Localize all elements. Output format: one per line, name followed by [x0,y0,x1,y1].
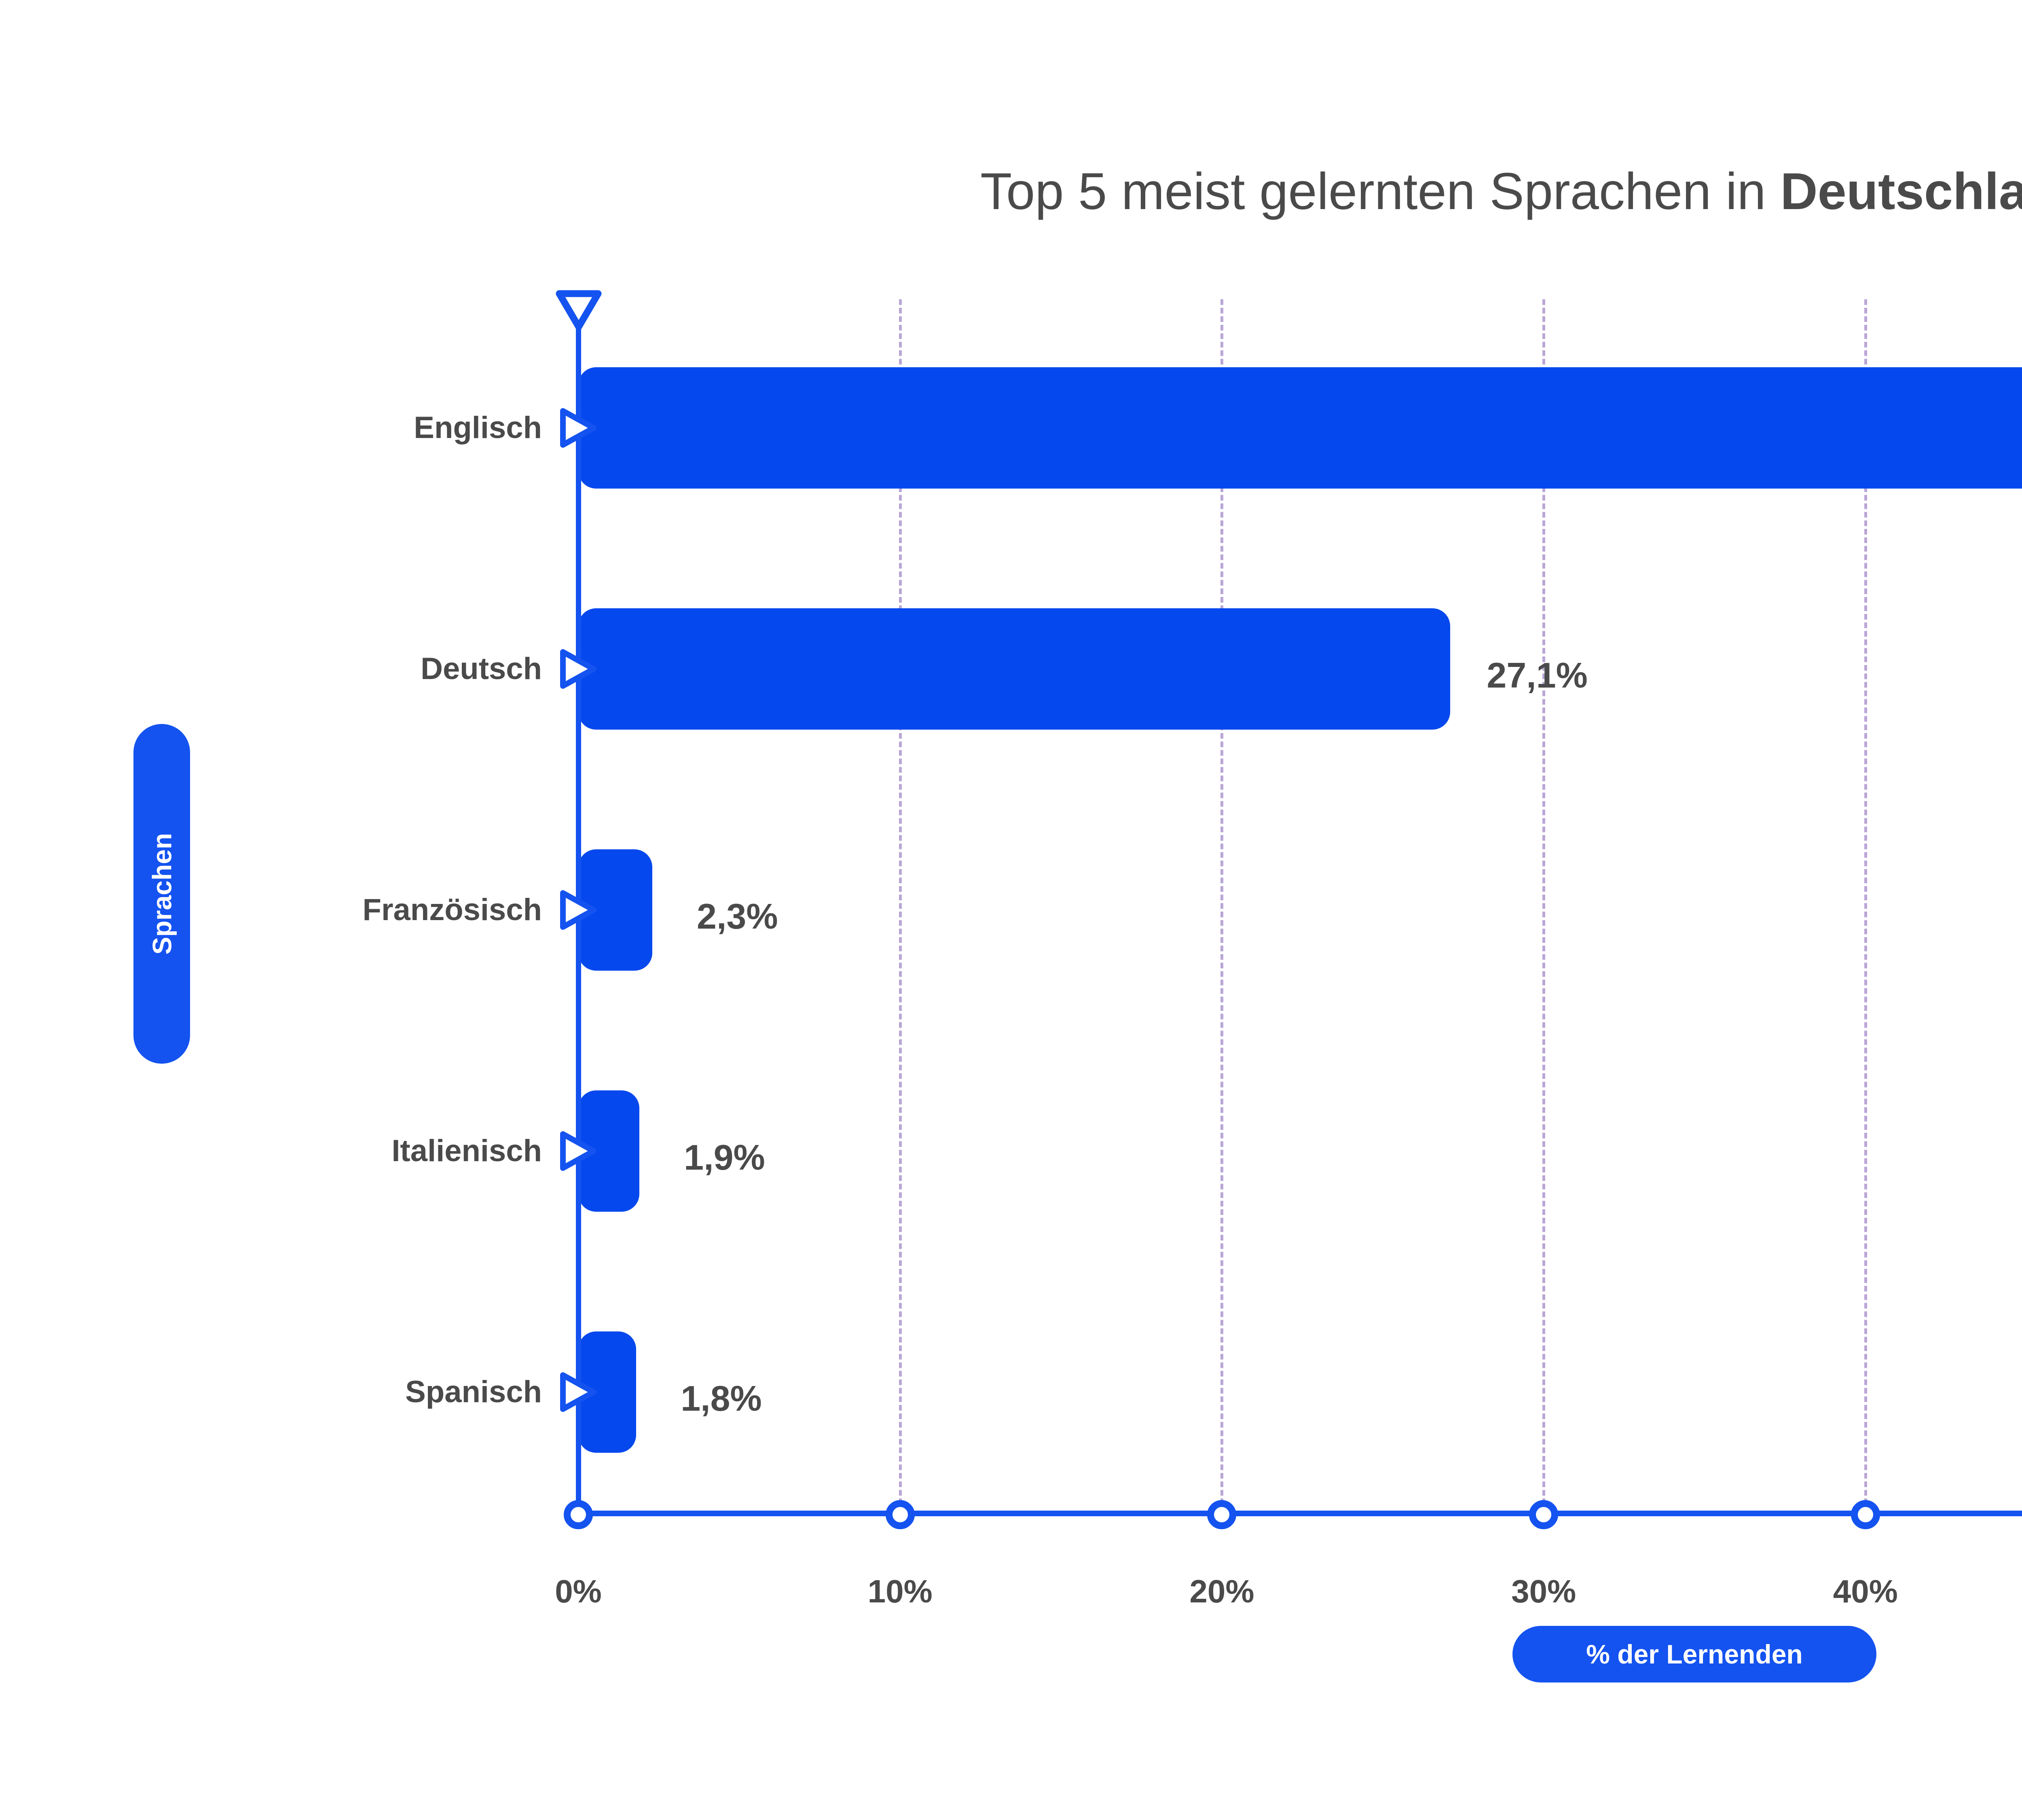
gridline [1864,299,1867,1513]
x-tick-label: 0% [555,1573,602,1609]
category-label: Englisch [414,411,542,445]
x-tick-label: 10% [867,1573,933,1609]
x-tick-label: 20% [1189,1573,1254,1609]
bar[interactable] [578,367,2022,489]
triangle-right-marker-icon [560,649,596,689]
page-title: Top 5 meist gelernten Sprachen in Deutsc… [0,162,2022,221]
triangle-right-marker-icon [560,1131,596,1171]
triangle-right-marker-icon [560,1372,596,1412]
y-axis-title-pill: Sprachen [133,724,190,1064]
x-axis-line [576,1511,2022,1516]
triangle-down-outline-icon [556,290,602,330]
gridline [1542,299,1546,1513]
circle-marker-icon [885,1500,915,1529]
x-axis-title: % der Lernenden [1586,1639,1803,1669]
x-tick-label: 40% [1833,1573,1898,1609]
value-label: 2,3% [697,896,778,936]
category-label: Französisch [362,893,542,927]
circle-marker-icon [1529,1500,1559,1529]
x-axis-title-pill: % der Lernenden [1512,1626,1876,1682]
x-tick-label: 30% [1511,1573,1576,1609]
y-axis-title: Sprachen [147,833,177,955]
triangle-right-marker-icon [560,408,596,448]
circle-marker-icon [1207,1500,1237,1529]
category-label: Deutsch [421,652,542,686]
circle-marker-icon [1851,1500,1880,1529]
value-label: 1,9% [684,1137,765,1177]
title-prefix: Top 5 meist gelernten Sprachen in [980,163,1781,220]
triangle-right-marker-icon [560,890,596,930]
category-label: Italienisch [391,1134,542,1168]
value-label: 1,8% [681,1378,762,1418]
bar[interactable] [578,608,1451,730]
gridline [1220,299,1224,1513]
circle-marker-icon [564,1500,593,1529]
title-emphasis: Deutschland [1780,163,2022,220]
gridline [899,299,902,1513]
value-label: 27,1% [1487,655,1588,695]
category-label: Spanisch [405,1375,542,1409]
